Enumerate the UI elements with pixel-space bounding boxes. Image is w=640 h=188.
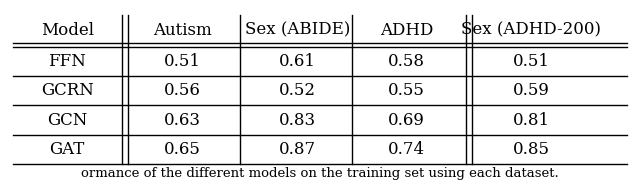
Text: FFN: FFN xyxy=(48,53,86,70)
Text: 0.59: 0.59 xyxy=(513,82,550,99)
Text: ormance of the different models on the training set using each dataset.: ormance of the different models on the t… xyxy=(81,168,559,180)
Text: Autism: Autism xyxy=(153,22,212,39)
Text: GAT: GAT xyxy=(49,141,85,158)
Text: ADHD: ADHD xyxy=(380,22,433,39)
Text: 0.56: 0.56 xyxy=(164,82,201,99)
Text: 0.85: 0.85 xyxy=(513,141,550,158)
Text: GCN: GCN xyxy=(47,111,88,129)
Text: 0.61: 0.61 xyxy=(279,53,316,70)
Text: 0.51: 0.51 xyxy=(164,53,201,70)
Text: 0.81: 0.81 xyxy=(513,111,550,129)
Text: 0.74: 0.74 xyxy=(388,141,425,158)
Text: 0.69: 0.69 xyxy=(388,111,425,129)
Text: Model: Model xyxy=(41,22,93,39)
Text: 0.58: 0.58 xyxy=(388,53,425,70)
Text: Sex (ADHD-200): Sex (ADHD-200) xyxy=(461,22,601,39)
Text: Sex (ABIDE): Sex (ABIDE) xyxy=(245,22,350,39)
Text: 0.83: 0.83 xyxy=(279,111,316,129)
Text: 0.63: 0.63 xyxy=(164,111,201,129)
Text: 0.52: 0.52 xyxy=(279,82,316,99)
Text: GCRN: GCRN xyxy=(41,82,93,99)
Text: 0.65: 0.65 xyxy=(164,141,201,158)
Text: 0.87: 0.87 xyxy=(279,141,316,158)
Text: 0.51: 0.51 xyxy=(513,53,550,70)
Text: 0.55: 0.55 xyxy=(388,82,425,99)
